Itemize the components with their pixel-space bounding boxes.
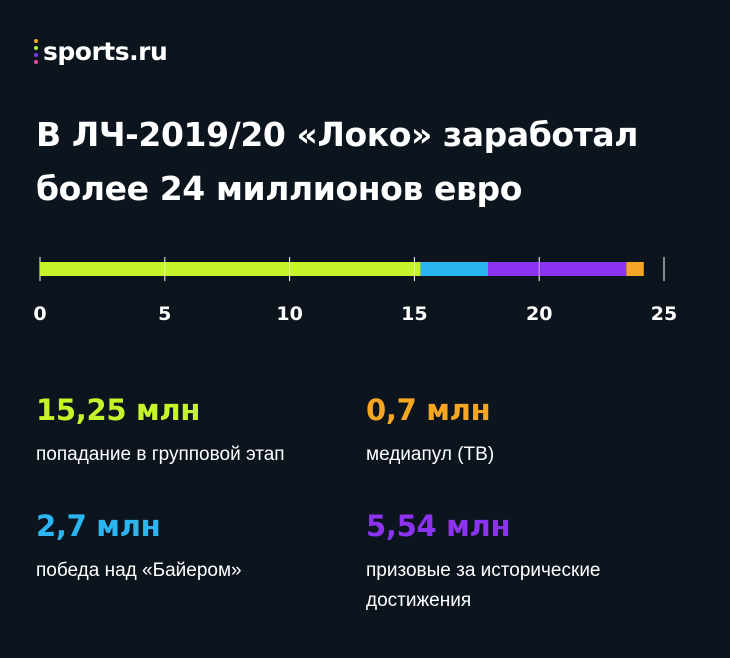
logo-text: sports.ru: [43, 36, 168, 66]
stat-group-stage: 15,25 млн попадание в групповой этап: [36, 390, 336, 470]
tick-label: 5: [158, 303, 171, 325]
stat-value: 5,54 млн: [366, 509, 511, 543]
tick-label: 25: [651, 303, 677, 325]
tick-label: 20: [526, 303, 552, 325]
page-title: В ЛЧ-2019/20 «Локо» заработал более 24 м…: [36, 108, 696, 216]
bar-segment: [626, 262, 644, 276]
logo-dot: [34, 38, 38, 43]
bar-segment: [40, 262, 421, 276]
logo-dots-icon: [34, 38, 38, 64]
stat-value: 15,25 млн: [36, 393, 201, 427]
logo-dot: [34, 52, 38, 57]
title-line-1: В ЛЧ-2019/20 «Локо» заработал: [36, 115, 639, 154]
stat-description: победа над «Байером»: [36, 560, 242, 581]
stat-value: 2,7 млн: [36, 509, 161, 543]
bar-segment: [488, 262, 627, 276]
sports-ru-logo: sports.ru: [34, 34, 168, 68]
logo-dot: [34, 59, 38, 64]
stat-bayer-win: 2,7 млн победа над «Байером»: [36, 506, 336, 586]
stat-description: медиапул (ТВ): [366, 444, 495, 465]
stacked-bar-chart: 0 5 10 15 20 25: [33, 257, 677, 325]
stat-value: 0,7 млн: [366, 393, 491, 427]
stat-description: попадание в групповой этап: [36, 444, 285, 465]
title-line-2: более 24 миллионов евро: [36, 169, 522, 208]
tick-label: 10: [276, 303, 302, 325]
tick-label: 15: [401, 303, 427, 325]
stat-media-pool: 0,7 млн медиапул (ТВ): [366, 390, 666, 470]
stat-description: призовые за исторические достижения: [366, 560, 601, 611]
tick-label: 0: [33, 303, 46, 325]
logo-dot: [34, 45, 38, 50]
stat-historical: 5,54 млн призовые за исторические достиж…: [366, 506, 666, 616]
bar-segment: [420, 262, 489, 276]
